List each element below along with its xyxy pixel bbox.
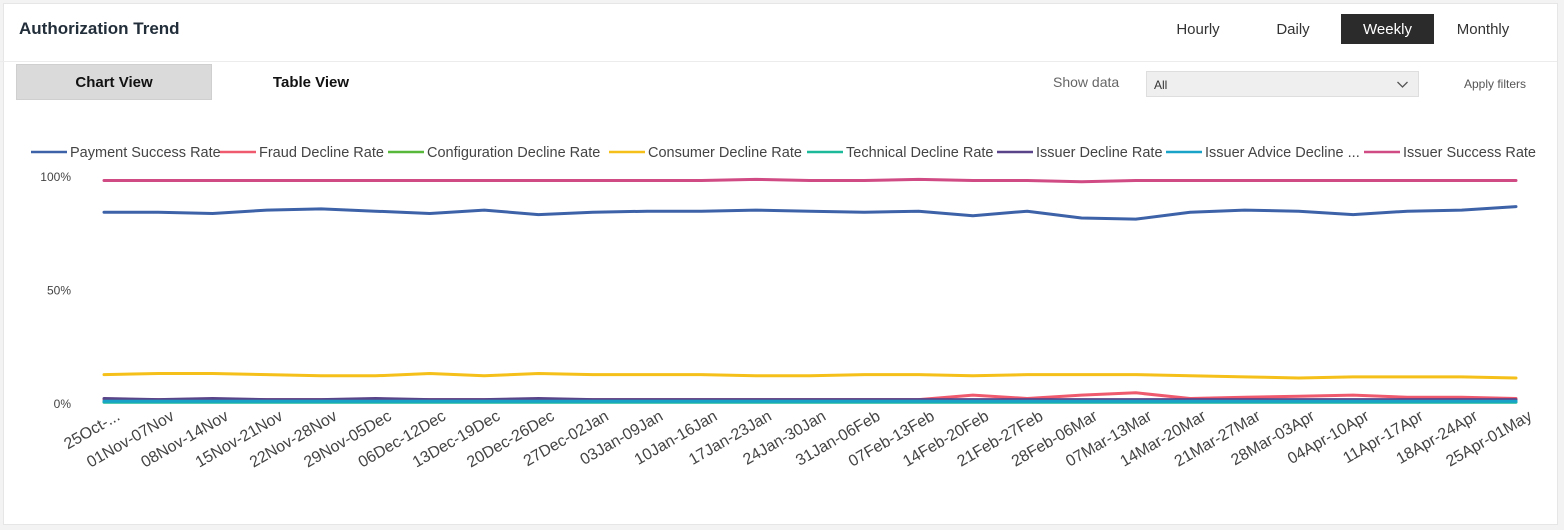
series-line [102, 397, 1518, 402]
apply-filters-link[interactable]: Apply filters [1464, 77, 1527, 91]
y-tick-label: 100% [40, 170, 71, 184]
legend-item: Technical Decline Rate [807, 145, 994, 161]
show-data-label: Show data [1053, 74, 1120, 90]
granularity-daily-button[interactable]: Daily [1247, 14, 1339, 44]
show-data-select[interactable]: All [1146, 71, 1419, 97]
granularity-label: Monthly [1456, 20, 1510, 38]
page-title: Authorization Trend [19, 19, 180, 38]
granularity-label: Weekly [1363, 20, 1412, 38]
y-tick-label: 50% [47, 284, 71, 298]
legend-item: Fraud Decline Rate [220, 145, 384, 161]
legend-label: Issuer Advice Decline ... [1205, 145, 1360, 161]
legend-label: Issuer Success Rate [1403, 145, 1536, 161]
legend-item: Issuer Advice Decline ... [1166, 145, 1360, 161]
chevron-down-icon [1397, 81, 1408, 88]
legend-label: Configuration Decline Rate [427, 145, 600, 161]
tab-chart-view[interactable]: Chart View [16, 64, 212, 100]
series-line [102, 372, 1518, 380]
granularity-label: Daily [1276, 20, 1310, 38]
legend-item: Payment Success Rate [31, 145, 221, 161]
header-divider [0, 61, 1557, 62]
legend-label: Issuer Decline Rate [1036, 145, 1163, 161]
tab-label: Table View [272, 73, 350, 91]
legend-label: Fraud Decline Rate [259, 145, 384, 161]
show-data-selected-value: All [1154, 78, 1168, 92]
legend-label: Consumer Decline Rate [648, 145, 802, 161]
tab-label: Chart View [75, 73, 153, 91]
legend-label: Payment Success Rate [70, 145, 221, 161]
granularity-weekly-button[interactable]: Weekly [1341, 14, 1434, 44]
legend-item: Issuer Decline Rate [997, 145, 1163, 161]
series-line [102, 205, 1518, 221]
legend-item: Configuration Decline Rate [388, 145, 600, 161]
granularity-label: Hourly [1176, 20, 1220, 38]
granularity-monthly-button[interactable]: Monthly [1437, 14, 1529, 44]
legend-label: Technical Decline Rate [846, 145, 994, 161]
legend-item: Consumer Decline Rate [609, 145, 802, 161]
tab-table-view[interactable]: Table View [213, 64, 409, 100]
series-line [102, 177, 1518, 184]
legend-item: Issuer Success Rate [1364, 145, 1536, 161]
granularity-hourly-button[interactable]: Hourly [1152, 14, 1244, 44]
y-tick-label: 0% [54, 397, 72, 411]
